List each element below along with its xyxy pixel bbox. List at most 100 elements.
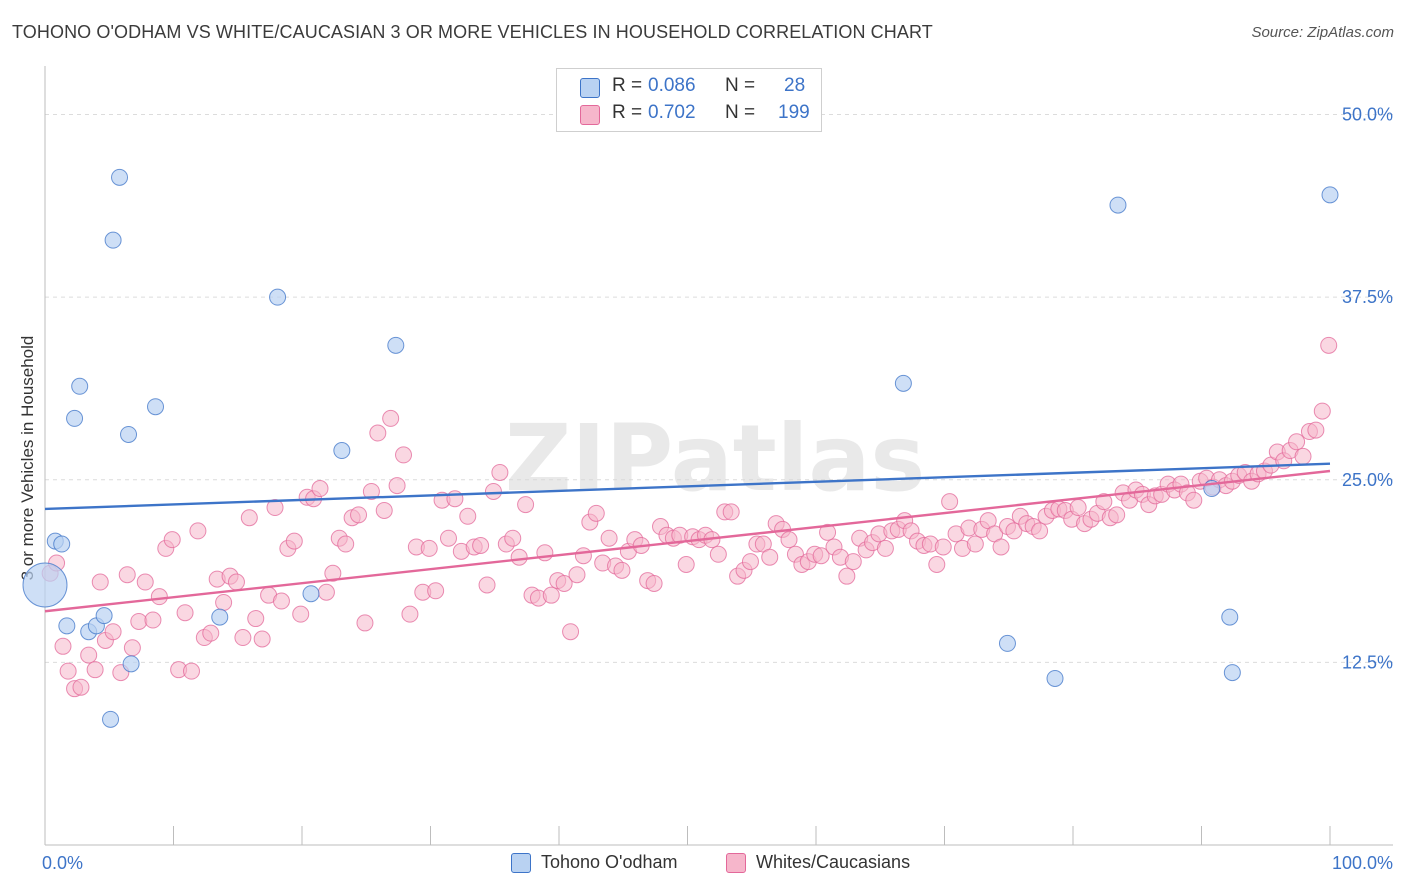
whites-caucasians-point	[761, 548, 779, 566]
tohono-oodham-point	[22, 562, 68, 608]
whites-caucasians-point	[928, 555, 946, 573]
tohono-oodham-point	[1223, 664, 1241, 682]
whites-caucasians-point	[992, 538, 1010, 556]
whites-caucasians-point	[189, 522, 207, 540]
legend-swatch-pink	[580, 105, 600, 125]
whites-caucasians-point	[215, 593, 233, 611]
bottom-legend-label: Tohono O'odham	[541, 852, 678, 872]
whites-caucasians-point	[401, 605, 419, 623]
whites-caucasians-point	[420, 539, 438, 557]
tohono-oodham-point	[1109, 196, 1127, 214]
tohono-oodham-point	[111, 168, 129, 186]
whites-caucasians-point	[91, 573, 109, 591]
whites-caucasians-point	[362, 482, 380, 500]
whites-caucasians-point	[819, 523, 837, 541]
whites-caucasians-point	[1095, 493, 1113, 511]
whites-caucasians-point	[562, 623, 580, 641]
whites-caucasians-point	[709, 545, 727, 563]
whites-caucasians-point	[123, 639, 141, 657]
whites-caucasians-point	[395, 446, 413, 464]
whites-caucasians-point	[574, 547, 592, 565]
whites-caucasians-point	[1313, 402, 1331, 420]
whites-caucasians-point	[504, 529, 522, 547]
bottom-legend-swatch-blue	[511, 853, 531, 873]
whites-caucasians-point	[54, 637, 72, 655]
whites-caucasians-point	[136, 573, 154, 591]
whites-caucasians-point	[253, 630, 271, 648]
whites-caucasians-point	[1294, 447, 1312, 465]
legend-r-label: R =	[612, 102, 643, 123]
stats-legend: R = 0.086 N = 28 R = 0.702 N = 199	[556, 68, 822, 132]
gridlines	[45, 114, 1393, 663]
whites-caucasians-point	[484, 482, 502, 500]
tohono-oodham-point	[58, 617, 76, 635]
tohono-oodham-point	[302, 585, 320, 603]
whites-caucasians-point	[388, 477, 406, 495]
whites-caucasians-point	[80, 646, 98, 664]
tick-labels: 12.5% 25.0% 37.5% 50.0% 0.0% 100.0%	[42, 105, 1393, 873]
legend-n-label: N =	[725, 75, 756, 96]
whites-caucasians-point	[934, 538, 952, 556]
tohono-oodham-point	[71, 377, 89, 395]
tohono-oodham-point	[122, 655, 140, 673]
x-tick-label: 0.0%	[42, 853, 83, 873]
legend-row-whites: R = 0.702 N = 199	[557, 100, 821, 127]
whites-caucasians-point	[118, 566, 136, 584]
whites-caucasians-point	[86, 661, 104, 679]
whites-caucasians-point	[240, 509, 258, 527]
whites-caucasians-point	[941, 493, 959, 511]
y-tick-label: 12.5%	[1342, 652, 1393, 672]
whites-caucasians-point	[966, 535, 984, 553]
whites-caucasians-point	[292, 605, 310, 623]
whites-caucasians-point	[542, 586, 560, 604]
whites-caucasians-point	[741, 553, 759, 571]
whites-caucasians-point	[568, 566, 586, 584]
legend-swatch-blue	[580, 78, 600, 98]
whites-caucasians-point	[645, 574, 663, 592]
whites-caucasians-point	[876, 539, 894, 557]
tohono-oodham-point	[104, 231, 122, 249]
legend-row-tohono: R = 0.086 N = 28	[557, 73, 821, 100]
whites-caucasians-point	[285, 532, 303, 550]
whites-caucasians-point	[1069, 499, 1087, 517]
tohono-oodham-point	[102, 710, 120, 728]
tohono-oodham-trend-line	[44, 462, 1331, 511]
whites-caucasians-point	[163, 531, 181, 549]
whites-caucasians-point	[234, 629, 252, 647]
tohono-oodham-point	[147, 398, 165, 416]
whites-caucasians-point	[144, 611, 162, 629]
whites-caucasians-point	[1185, 491, 1203, 509]
tohono-oodham-point	[1046, 669, 1064, 687]
x-tick-label: 100.0%	[1332, 853, 1393, 873]
whites-caucasians-point	[510, 548, 528, 566]
whites-caucasians-point	[337, 535, 355, 553]
legend-r-value: 0.702	[648, 102, 696, 123]
whites-caucasians-point	[1005, 522, 1023, 540]
tohono-oodham-point	[333, 442, 351, 460]
whites-caucasians-point	[555, 574, 573, 592]
tohono-oodham-point	[998, 634, 1016, 652]
whites-caucasians-point	[780, 531, 798, 549]
tohono-oodham-point	[120, 425, 138, 443]
watermark: ZIPatlas	[505, 405, 925, 512]
whites-caucasians-point	[202, 624, 220, 642]
whites-caucasians-point	[317, 583, 335, 601]
tohono-oodham-point	[1221, 608, 1239, 626]
whites-caucasians-point	[227, 573, 245, 591]
whites-caucasians-point	[176, 604, 194, 622]
whites-caucasians-point	[375, 501, 393, 519]
legend-r-label: R =	[612, 75, 643, 96]
tohono-oodham-point	[66, 409, 84, 427]
whites-caucasians-point	[844, 553, 862, 571]
whites-caucasians-point	[356, 614, 374, 632]
whites-caucasians-point	[427, 582, 445, 600]
tohono-oodham-point	[95, 607, 113, 625]
whites-caucasians-point	[838, 567, 856, 585]
whites-caucasians-point	[600, 529, 618, 547]
whites-caucasians-point	[722, 503, 740, 521]
tohono-oodham-point	[53, 535, 71, 553]
legend-n-value: 199	[778, 102, 810, 123]
whites-caucasians-point	[472, 537, 490, 555]
whites-caucasians-point	[72, 678, 90, 696]
whites-caucasians-point	[1307, 421, 1325, 439]
